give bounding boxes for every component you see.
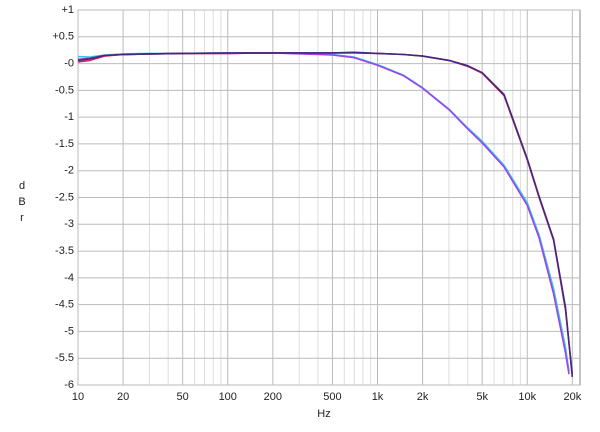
x-tick-label: 50	[177, 391, 189, 403]
y-tick-label: -1.5	[55, 138, 74, 150]
x-tick-label: 2k	[417, 391, 429, 403]
y-tick-label: -4.5	[55, 299, 74, 311]
y-tick-label: +1	[61, 4, 74, 16]
y-tick-label: -3	[64, 218, 74, 230]
y-tick-label: -6	[64, 379, 74, 391]
x-tick-label: 10k	[518, 391, 536, 403]
y-axis-label: dBr	[18, 180, 26, 224]
y-tick-label: -0.5	[55, 84, 74, 96]
x-tick-label: 5k	[476, 391, 488, 403]
y-tick-label: -5	[64, 325, 74, 337]
x-tick-label: 200	[264, 391, 282, 403]
y-tick-label: +0.5	[52, 31, 74, 43]
x-tick-label: 500	[323, 391, 341, 403]
x-tick-label: 20k	[563, 391, 581, 403]
x-axis-label: Hz	[317, 408, 330, 420]
y-tick-label: -3.5	[55, 245, 74, 257]
y-tick-label: -1	[64, 111, 74, 123]
y-tick-label: -2	[64, 165, 74, 177]
y-tick-label: -2.5	[55, 191, 74, 203]
y-tick-label: -4	[64, 272, 74, 284]
x-tick-label: 20	[117, 391, 129, 403]
x-tick-label: 100	[219, 391, 237, 403]
series-line	[77, 51, 574, 378]
y-tick-label: -0	[64, 57, 74, 69]
x-tick-label: 1k	[372, 391, 384, 403]
x-tick-label: 10	[72, 391, 84, 403]
y-tick-label: -5.5	[55, 352, 74, 364]
